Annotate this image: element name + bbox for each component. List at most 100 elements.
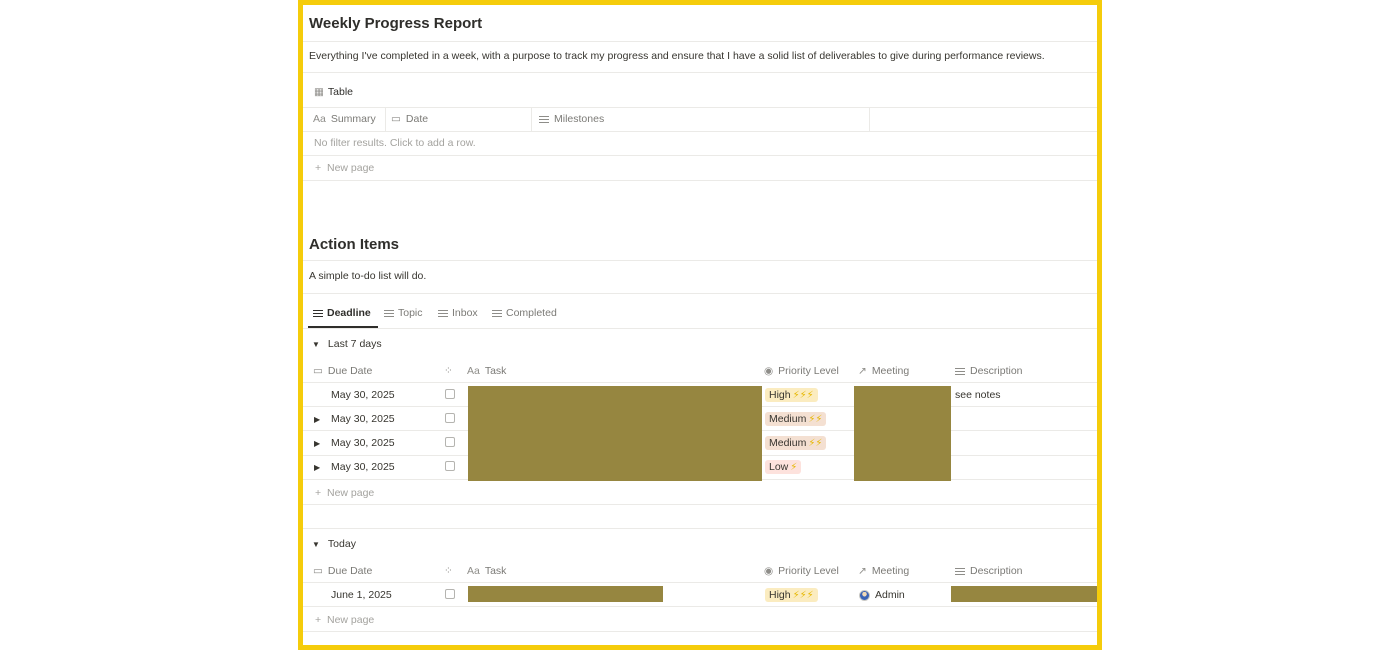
due-date-cell[interactable]: May 30, 2025 [331, 389, 395, 401]
action-items-title: Action Items [309, 236, 400, 253]
col-date-label: Date [405, 113, 429, 125]
group-new-page-button[interactable]: + New page [315, 487, 374, 499]
page-description: Everything I've completed in a week, wit… [309, 50, 1045, 62]
priority-badge-medium[interactable]: Medium ⚡⚡ [765, 412, 827, 426]
col-due-date[interactable]: ▭ Due Date [313, 565, 372, 577]
col-milestones[interactable]: Milestones [539, 113, 604, 125]
group-label: Today [327, 538, 356, 550]
due-date-cell[interactable]: June 1, 2025 [331, 589, 392, 601]
redacted-task-cell [468, 586, 663, 602]
col-task-label: Task [484, 365, 507, 377]
priority-text: High [769, 389, 791, 401]
tab-completed-label: Completed [506, 307, 557, 319]
list-icon [384, 308, 394, 319]
tab-inbox[interactable]: Inbox [438, 307, 478, 319]
col-description-label: Description [970, 365, 1023, 377]
col-due-date-label: Due Date [327, 365, 373, 377]
select-circle-icon: ◉ [764, 365, 774, 377]
tab-topic-label: Topic [398, 307, 423, 319]
list-icon [438, 308, 448, 319]
plus-icon: + [315, 487, 322, 499]
due-date-cell[interactable]: May 30, 2025 [331, 437, 395, 449]
col-status[interactable]: ⁘ [444, 565, 453, 577]
expand-row-icon[interactable]: ▶ [314, 439, 321, 448]
col-description[interactable]: Description [955, 565, 1023, 577]
table-new-page-button[interactable]: + New page [315, 162, 374, 174]
done-checkbox[interactable] [445, 389, 455, 399]
col-milestones-label: Milestones [554, 113, 605, 125]
tab-topic[interactable]: Topic [384, 307, 423, 319]
description-cell[interactable]: see notes [955, 389, 1001, 401]
lightning-icon: ⚡⚡⚡ [792, 589, 814, 601]
new-page-label: New page [326, 614, 375, 626]
done-checkbox[interactable] [445, 461, 455, 471]
meeting-relation-cell[interactable]: Admin [875, 589, 905, 601]
col-task-label: Task [484, 565, 507, 577]
expand-row-icon[interactable]: ▶ [314, 415, 321, 424]
redacted-task-cells [468, 386, 762, 481]
col-description-label: Description [970, 565, 1023, 577]
expand-row-icon[interactable]: ▶ [314, 463, 321, 472]
lightning-icon: ⚡⚡⚡ [792, 389, 814, 401]
priority-text: High [769, 589, 791, 601]
redacted-description-cell [951, 586, 1097, 602]
col-task[interactable]: Aa Task [467, 365, 506, 377]
status-spinner-icon: ⁘ [444, 365, 453, 377]
col-priority-level[interactable]: ◉ Priority Level [764, 365, 839, 377]
title-property-icon: Aa [313, 113, 326, 125]
list-icon [492, 308, 502, 319]
plus-icon: + [315, 614, 322, 626]
caret-down-icon: ▼ [312, 539, 320, 549]
priority-badge-low[interactable]: Low ⚡ [765, 460, 802, 474]
table-view-label: Table [327, 86, 354, 98]
col-meeting[interactable]: ↗ Meeting [858, 365, 909, 377]
plus-icon: + [315, 162, 322, 174]
caret-down-icon: ▼ [312, 339, 320, 349]
title-property-icon: Aa [467, 565, 480, 577]
redacted-meeting-cells [854, 386, 951, 481]
col-meeting[interactable]: ↗ Meeting [858, 565, 909, 577]
priority-badge-high[interactable]: High ⚡⚡⚡ [765, 588, 818, 602]
group-new-page-button[interactable]: + New page [315, 614, 374, 626]
active-tab-indicator [308, 326, 378, 328]
col-priority-level[interactable]: ◉ Priority Level [764, 565, 839, 577]
col-date[interactable]: ▭ Date [391, 113, 428, 125]
table-view-tab[interactable]: ▦ Table [314, 86, 353, 98]
due-date-cell[interactable]: May 30, 2025 [331, 413, 395, 425]
group-toggle-today[interactable]: ▼ Today [312, 538, 356, 550]
lightning-icon: ⚡⚡ [808, 413, 823, 425]
text-lines-icon [539, 114, 549, 125]
col-priority-label: Priority Level [778, 365, 839, 377]
priority-text: Medium [769, 437, 807, 449]
priority-badge-medium[interactable]: Medium ⚡⚡ [765, 436, 827, 450]
text-lines-icon [955, 366, 965, 377]
col-description[interactable]: Description [955, 365, 1023, 377]
done-checkbox[interactable] [445, 413, 455, 423]
page-frame: Weekly Progress Report Everything I've c… [298, 0, 1102, 650]
col-due-date-label: Due Date [327, 565, 373, 577]
priority-badge-high[interactable]: High ⚡⚡⚡ [765, 388, 818, 402]
page-title: Weekly Progress Report [309, 15, 483, 32]
relation-arrow-icon: ↗ [858, 365, 867, 377]
col-due-date[interactable]: ▭ Due Date [313, 365, 372, 377]
done-checkbox[interactable] [445, 437, 455, 447]
select-circle-icon: ◉ [764, 565, 774, 577]
tab-deadline[interactable]: Deadline [313, 307, 371, 319]
status-spinner-icon: ⁘ [444, 565, 453, 577]
due-date-cell[interactable]: May 30, 2025 [331, 461, 395, 473]
priority-text: Low [769, 461, 789, 473]
empty-table-message[interactable]: No filter results. Click to add a row. [314, 137, 476, 149]
group-toggle-last-7-days[interactable]: ▼ Last 7 days [312, 338, 382, 350]
tab-completed[interactable]: Completed [492, 307, 557, 319]
col-summary[interactable]: Aa Summary [313, 113, 376, 125]
done-checkbox[interactable] [445, 589, 455, 599]
new-page-label: New page [326, 487, 375, 499]
avatar [859, 590, 870, 601]
list-icon [313, 308, 323, 319]
col-priority-label: Priority Level [778, 565, 839, 577]
title-property-icon: Aa [467, 365, 480, 377]
col-status[interactable]: ⁘ [444, 365, 453, 377]
col-task[interactable]: Aa Task [467, 565, 506, 577]
lightning-icon: ⚡ [790, 461, 798, 473]
lightning-icon: ⚡⚡ [808, 437, 823, 449]
